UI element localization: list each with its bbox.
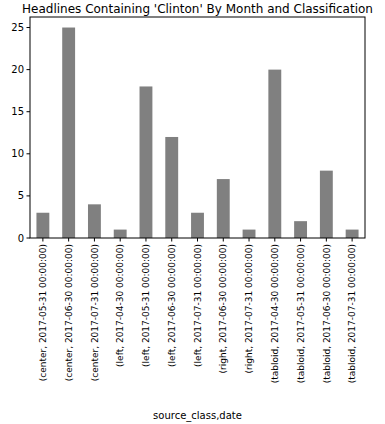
x-tick-label: (left, 2017-07-31 00:00:00): [193, 244, 203, 367]
bars: [36, 28, 358, 238]
y-tick: [27, 153, 31, 154]
bar: [294, 221, 307, 238]
bar: [114, 230, 127, 238]
x-tick: [145, 238, 146, 242]
x-tick-label: (left, 2017-04-30 00:00:00): [115, 244, 125, 367]
x-tick-label: (center, 2017-07-31 00:00:00): [90, 244, 100, 381]
chart: 0 5 10 15 20 25 (center, 2017-05-31 00:00:00) (…: [0, 0, 385, 424]
x-tick: [249, 238, 250, 242]
x-tick-label: (tabloid, 2017-06-30 00:00:00): [322, 244, 332, 383]
bar: [36, 213, 49, 238]
bar: [243, 230, 256, 238]
y-tick: [27, 238, 31, 239]
bar: [165, 137, 178, 238]
frame: [30, 17, 365, 238]
x-tick-label: (right, 2017-07-31 00:00:00): [244, 244, 254, 373]
y-tick: [27, 111, 31, 112]
y-tick-label: 25: [11, 22, 24, 33]
x-tick-label: (left, 2017-05-31 00:00:00): [141, 244, 151, 367]
y-tick: [27, 195, 31, 196]
bar: [140, 86, 153, 238]
x-tick-label: (tabloid, 2017-05-31 00:00:00): [296, 244, 306, 383]
title: Headlines Containing 'Clinton' By Month …: [22, 2, 373, 16]
x-tick: [197, 238, 198, 242]
x-tick-label: (left, 2017-06-30 00:00:00): [167, 244, 177, 367]
y-tick: [27, 27, 31, 28]
x-tick-label: (right, 2017-06-30 00:00:00): [218, 244, 228, 373]
x-tick: [326, 238, 327, 242]
y-tick-label: 20: [11, 64, 24, 75]
x-tick: [42, 238, 43, 242]
x-tick: [274, 238, 275, 242]
y-tick: [27, 69, 31, 70]
bar: [88, 204, 101, 238]
x-tick: [300, 238, 301, 242]
x-axis-label: source_class,date: [153, 410, 242, 422]
bar: [268, 70, 281, 238]
y-tick-label: 0: [18, 233, 24, 244]
x-tick: [120, 238, 121, 242]
x-tick-label: (tabloid, 2017-04-30 00:00:00): [270, 244, 280, 383]
bar: [62, 28, 75, 238]
y-tick-label: 5: [18, 190, 24, 201]
x-tick: [352, 238, 353, 242]
y-tick-label: 10: [11, 148, 24, 159]
x-tick: [68, 238, 69, 242]
bar: [191, 213, 204, 238]
x-tick-label: (tabloid, 2017-07-31 00:00:00): [347, 244, 357, 383]
bar: [320, 171, 333, 238]
x-tick: [223, 238, 224, 242]
x-tick-label: (center, 2017-06-30 00:00:00): [64, 244, 74, 381]
y-tick-label: 15: [11, 106, 24, 117]
x-tick: [94, 238, 95, 242]
bar: [217, 179, 230, 238]
x-tick-label: (center, 2017-05-31 00:00:00): [38, 244, 48, 381]
bar: [346, 230, 359, 238]
x-tick: [171, 238, 172, 242]
